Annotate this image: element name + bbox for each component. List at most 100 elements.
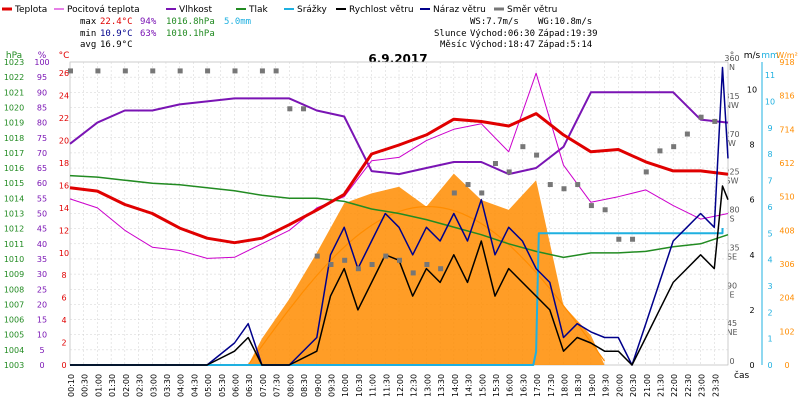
celsius-axis-tick: 20 [59, 137, 69, 146]
series-humidity-line [69, 91, 729, 176]
degrees-axis-tick: 360 [724, 54, 739, 63]
wind-direction-point [643, 169, 649, 175]
hpa-axis-tick: 1007 [4, 300, 24, 309]
celsius-axis-tick: 12 [59, 226, 69, 235]
wind-direction-point [355, 266, 361, 272]
wind-direction-point [424, 262, 430, 267]
degrees-axis-tick: 270 [724, 130, 739, 139]
celsius-axis-tick: 16 [59, 181, 69, 190]
wind-direction-point [342, 257, 348, 263]
mm-axis-label: mm [761, 51, 779, 61]
degrees-axis-tick: 135 [724, 243, 739, 252]
wind-direction-point [287, 106, 293, 112]
wind-direction-point [301, 106, 307, 112]
x-axis-tick: 06:00 [232, 374, 241, 397]
wm2-axis-tick: 0 [784, 361, 789, 370]
legend-label-vlhkost: Vlhkost [179, 5, 212, 15]
hpa-axis-tick: 1020 [4, 103, 24, 112]
x-axis-tick: 05:00 [204, 374, 213, 397]
mm-axis-tick: 6 [767, 203, 772, 212]
series-wind-speed-line [70, 185, 729, 366]
percent-axis-tick: 60 [37, 179, 47, 188]
wind-direction-point [712, 118, 718, 124]
wm2-axis-tick: 612 [779, 159, 794, 168]
wm2-axis-tick: 816 [779, 92, 794, 101]
hpa-axis-tick: 1019 [4, 119, 24, 128]
percent-axis-tick: 30 [37, 270, 47, 279]
percent-axis-label: % [38, 51, 47, 61]
stats-wg: WG:10.8m/s [538, 17, 592, 27]
wind-direction-point [397, 257, 402, 263]
x-axis-tick: 21:30 [656, 374, 665, 397]
percent-axis-tick: 70 [37, 149, 47, 158]
x-axis-tick: 10:30 [355, 374, 364, 397]
legend-label-smer-vetru: Směr větru [507, 5, 557, 15]
mm-axis-tick: 5 [767, 229, 772, 238]
percent-axis-tick: 0 [39, 361, 44, 370]
x-axis-tick: 01:30 [108, 374, 117, 397]
celsius-axis-tick: 22 [59, 114, 69, 123]
celsius-axis-tick: 14 [59, 204, 69, 213]
legend-label-naraz-vetru: Náraz větru [433, 5, 486, 15]
x-axis-tick: 04:30 [190, 374, 199, 397]
wind-direction-point [232, 68, 238, 74]
hpa-axis-tick: 1023 [4, 58, 24, 67]
stats-max-rain: 5.0mm [224, 17, 251, 27]
percent-axis-tick: 20 [37, 300, 47, 309]
x-axis-tick: 13:30 [437, 374, 446, 397]
x-axis-tick: 09:30 [327, 374, 336, 397]
celsius-axis-label: °C [59, 51, 70, 61]
x-axis-tick: 14:00 [451, 374, 460, 397]
celsius-axis-tick: 8 [61, 271, 66, 280]
series-gust-line [70, 66, 729, 366]
wind-direction-point [657, 148, 663, 154]
left-axes: 1023102210211020101910181017101610151014… [4, 58, 69, 370]
stats-avg-label: avg [80, 40, 96, 50]
celsius-axis-tick: 24 [59, 92, 69, 101]
degrees-axis-label: ° [730, 51, 735, 61]
wind-direction-point [479, 190, 485, 196]
stats-ws: WS:7.7m/s [470, 17, 519, 27]
x-axis-tick: 03:00 [149, 374, 158, 397]
celsius-axis-tick: 2 [61, 339, 66, 348]
x-axis-tick: 12:30 [410, 374, 419, 397]
hpa-axis-tick: 1021 [4, 88, 24, 97]
wind-direction-point [616, 236, 622, 242]
x-axis-tick: 11:00 [369, 374, 378, 397]
stats-sunrise: Východ:06:30 [470, 29, 535, 39]
wind-direction-point [465, 182, 471, 188]
hpa-axis-tick: 1009 [4, 270, 24, 279]
percent-axis-tick: 55 [37, 194, 47, 203]
wind-direction-point [150, 68, 156, 74]
ms-axis-tick: 6 [749, 196, 754, 205]
wind-direction-point [438, 266, 444, 272]
x-axis-tick: 10:00 [341, 374, 350, 397]
wind-direction-point [575, 182, 581, 188]
stats-min-press: 1010.1hPa [166, 29, 215, 39]
wind-direction-point [684, 131, 690, 137]
stats-max-hum: 94% [140, 17, 157, 27]
hpa-axis-tick: 1017 [4, 149, 24, 158]
wind-direction-point [68, 68, 73, 74]
percent-axis-tick: 80 [37, 119, 47, 128]
mm-axis-tick: 9 [767, 124, 772, 133]
wind-direction-point [547, 182, 553, 188]
percent-axis-tick: 65 [37, 164, 47, 173]
percent-axis-tick: 50 [37, 210, 47, 219]
hpa-axis-tick: 1018 [4, 134, 24, 143]
x-axis-tick: 18:00 [561, 374, 570, 397]
degrees-axis-tick: 45 [727, 319, 737, 328]
wm2-axis-tick: 306 [779, 260, 794, 269]
hpa-axis-tick: 1012 [4, 225, 24, 234]
degrees-axis-direction: W [728, 139, 736, 148]
stats-sun-label: Slunce [434, 29, 467, 39]
legend: Teplota Pocitová teplota Vlhkost Tlak Srážky… [2, 5, 557, 15]
hpa-axis-label: hPa [6, 51, 22, 61]
wind-direction-point [273, 68, 279, 74]
x-axis-tick: 23:00 [698, 374, 707, 397]
series-temperature-line [69, 112, 729, 245]
percent-axis-tick: 5 [39, 346, 44, 355]
x-axis-tick: 14:30 [465, 374, 474, 397]
hpa-axis-tick: 1006 [4, 316, 24, 325]
wm2-axis-tick: 204 [779, 294, 794, 303]
